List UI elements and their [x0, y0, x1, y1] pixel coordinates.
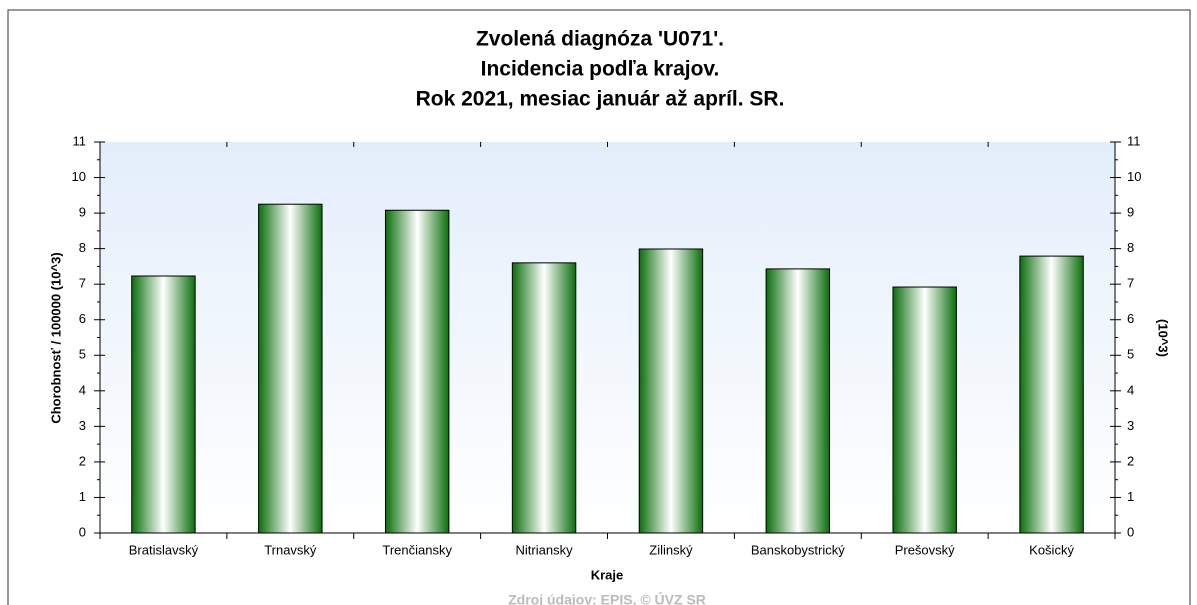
- chart-title: Rok 2021, mesiac január až apríl. SR.: [416, 88, 785, 111]
- x-tick-label: Trenčiansky: [382, 542, 452, 557]
- x-tick-label: Trnavský: [264, 542, 317, 557]
- y-tick-label: 11: [73, 133, 87, 148]
- y2-tick-label: 9: [1127, 205, 1134, 220]
- y2-tick-label: 7: [1127, 276, 1134, 291]
- y2-tick-label: 3: [1127, 418, 1134, 433]
- y2-tick-label: 4: [1127, 382, 1134, 397]
- bar: [131, 275, 196, 534]
- y-tick-label: 0: [79, 524, 86, 539]
- y-axis-label: Chorobnosť / 100000 (10^3): [48, 252, 63, 423]
- x-tick-label: Košický: [1029, 542, 1074, 557]
- y-tick-label: 2: [79, 453, 86, 468]
- y2-tick-label: 1: [1127, 489, 1134, 504]
- y2-tick-label: 8: [1127, 240, 1134, 255]
- y2-tick-label: 2: [1127, 453, 1134, 468]
- y-tick-label: 7: [79, 276, 86, 291]
- y-tick-label: 6: [79, 311, 86, 326]
- y2-tick-label: 11: [1127, 133, 1141, 148]
- x-tick-label: Zilinský: [649, 542, 693, 557]
- chart-title: Incidencia podľa krajov.: [481, 58, 720, 81]
- y-tick-label: 1: [79, 489, 86, 504]
- y-tick-label: 9: [79, 205, 86, 220]
- y-tick-label: 10: [72, 169, 86, 184]
- bar: [1019, 255, 1084, 534]
- y2-tick-label: 10: [1127, 169, 1141, 184]
- x-tick-label: Banskobystrický: [751, 542, 845, 557]
- plot-area: [100, 142, 1115, 533]
- x-tick-label: Bratislavský: [129, 542, 199, 557]
- x-tick-label: Prešovský: [895, 542, 955, 557]
- x-tick-label: Nitriansky: [516, 542, 574, 557]
- bar: [638, 248, 704, 534]
- y2-tick-label: 0: [1127, 524, 1134, 539]
- y2-axis-label: (10^3): [1156, 319, 1171, 357]
- y-tick-label: 3: [79, 418, 86, 433]
- y-tick-label: 5: [79, 347, 86, 362]
- y2-tick-label: 6: [1127, 311, 1134, 326]
- bar: [765, 268, 831, 534]
- x-axis-label: Kraje: [591, 567, 624, 582]
- source: Zdroj údajov: EPIS, © ÚVZ SR: [508, 591, 706, 605]
- bar: [892, 286, 957, 534]
- y-tick-label: 4: [79, 382, 86, 397]
- bar: [384, 209, 450, 534]
- frame: [7, 9, 1191, 605]
- chart-title: Zvolená diagnóza 'U071'.: [476, 28, 724, 51]
- y2-tick-label: 5: [1127, 347, 1134, 362]
- y-tick-label: 8: [79, 240, 86, 255]
- bar: [511, 262, 577, 534]
- bar: [258, 203, 323, 534]
